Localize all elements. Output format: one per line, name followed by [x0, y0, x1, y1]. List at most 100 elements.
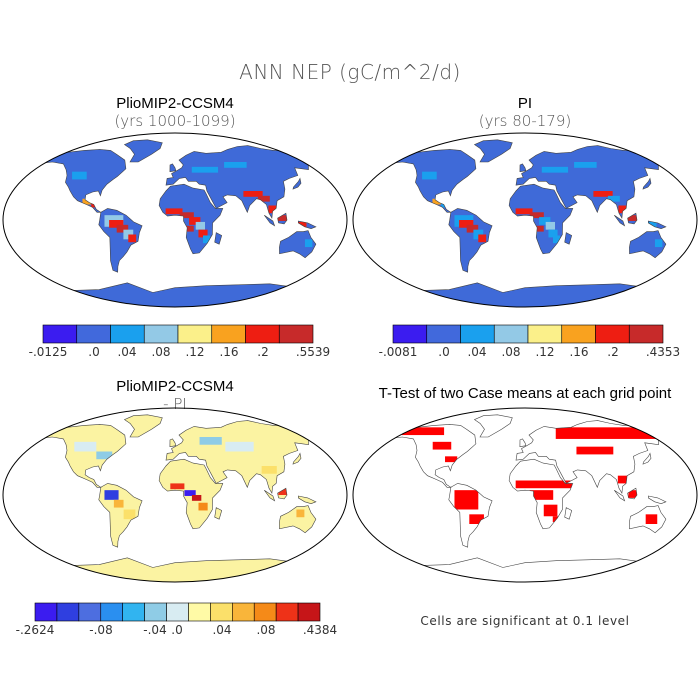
panel2-subtitle: (yrs 80-179)	[478, 112, 572, 130]
panel2-title: PI	[517, 95, 533, 112]
colorbar-panel1-tick-3: .08	[151, 345, 171, 359]
coastline-eu	[165, 145, 320, 220]
land-gl	[474, 139, 513, 162]
data-patch	[552, 235, 561, 244]
data-patch	[401, 427, 445, 436]
land-jp	[293, 453, 301, 465]
colorbar-panel3-tick-2: -.04	[143, 623, 167, 637]
data-patch	[536, 225, 544, 232]
colorbar-swatch	[561, 324, 596, 344]
coastline-na	[40, 149, 127, 213]
panel4-title: T-Test of two Case means at each grid po…	[378, 385, 672, 402]
map-panel3	[2, 407, 348, 583]
significance-note: Cells are significant at 0.1 level	[420, 614, 630, 628]
data-patch	[515, 208, 533, 215]
coastline-sa	[448, 483, 493, 548]
land-au	[629, 230, 666, 258]
colorbar-panel3-tick-1: -.08	[89, 623, 113, 637]
colorbar-swatch	[392, 324, 428, 344]
data-patch	[296, 509, 305, 518]
data-patch	[257, 195, 270, 202]
land-su	[614, 215, 625, 226]
coastline-ng	[297, 495, 317, 505]
land-eu	[166, 145, 319, 219]
land-na	[40, 424, 126, 488]
panel1-title: PlioMIP2-CCSM4	[116, 95, 234, 112]
data-patch	[243, 191, 263, 197]
data-patch	[454, 490, 479, 510]
coastline-gl	[473, 414, 513, 438]
colorbar-swatch	[56, 602, 80, 622]
coastline-af	[508, 183, 574, 255]
data-patch	[74, 441, 97, 452]
data-patch	[224, 162, 247, 168]
colorbar-panel1-ticks: -.0125 .0 .04 .08 .12 .16 .2 .5539	[0, 345, 700, 361]
colorbar-swatch	[460, 324, 495, 344]
land-uk	[519, 163, 526, 172]
coastline-ma	[214, 232, 223, 245]
land-gl	[124, 139, 163, 162]
land-uk	[169, 163, 176, 172]
coastline-na	[390, 149, 477, 213]
data-patch	[654, 239, 663, 248]
data-patch	[198, 229, 208, 238]
data-patch	[189, 217, 201, 225]
data-patch	[617, 475, 633, 484]
data-patch	[128, 234, 137, 243]
data-patch	[82, 198, 92, 205]
data-patch	[199, 437, 222, 445]
coastline-su	[614, 489, 626, 502]
coastline-bo	[277, 212, 288, 225]
panel3-title: PlioMIP2-CCSM4	[116, 378, 234, 395]
data-patch	[123, 229, 134, 240]
data-patch	[109, 220, 124, 228]
land-gl	[124, 414, 163, 437]
data-patch	[473, 229, 484, 240]
data-patch	[184, 490, 196, 496]
land-au	[279, 230, 316, 258]
colorbar-swatch	[100, 602, 123, 622]
coastline-na	[40, 424, 127, 488]
land-an	[36, 557, 312, 582]
colorbar-panel2-tick-4: .12	[535, 345, 555, 359]
colorbar-swatch	[232, 602, 255, 622]
data-patch	[72, 171, 87, 180]
coastline-ma	[564, 232, 573, 245]
data-patch	[645, 514, 658, 524]
data-patch	[304, 239, 313, 248]
land-eu	[516, 145, 669, 219]
data-patch	[170, 483, 185, 490]
land-jp	[643, 453, 651, 465]
land-an	[386, 282, 662, 307]
coastline-bo	[627, 212, 638, 225]
data-patch	[116, 224, 129, 233]
colorbar-swatch	[166, 602, 189, 622]
colorbar-panel1-tick-6: .2	[257, 345, 269, 359]
colorbar-panel3-tick-0: -.2624	[15, 623, 55, 637]
coastline-jp	[642, 452, 652, 465]
coastline-uk	[169, 438, 177, 448]
land-an	[36, 282, 312, 307]
coastline-af	[158, 458, 224, 530]
colorbar-panel1-tick-1: .0	[88, 345, 100, 359]
colorbar-panel3	[34, 602, 321, 622]
colorbar-panel2	[392, 324, 664, 344]
coastline-ng	[647, 495, 667, 505]
data-patch	[539, 217, 551, 225]
colorbar-swatch	[493, 324, 529, 344]
colorbar-swatch	[210, 602, 233, 622]
coastline-uk	[519, 163, 527, 173]
coastline-sa	[98, 483, 143, 548]
data-patch	[545, 221, 556, 230]
land-jp	[643, 178, 651, 190]
data-patch	[432, 441, 452, 450]
coastline-au	[279, 505, 317, 534]
data-patch	[628, 490, 648, 498]
land-na	[390, 149, 476, 213]
coastline-ng	[297, 220, 317, 230]
colorbar-swatch	[628, 324, 664, 344]
coastline-sa	[448, 208, 493, 273]
figure-title: ANN NEP (gC/m^2/d)	[239, 60, 461, 84]
data-patch	[123, 509, 136, 520]
colorbar-swatch	[34, 602, 58, 622]
